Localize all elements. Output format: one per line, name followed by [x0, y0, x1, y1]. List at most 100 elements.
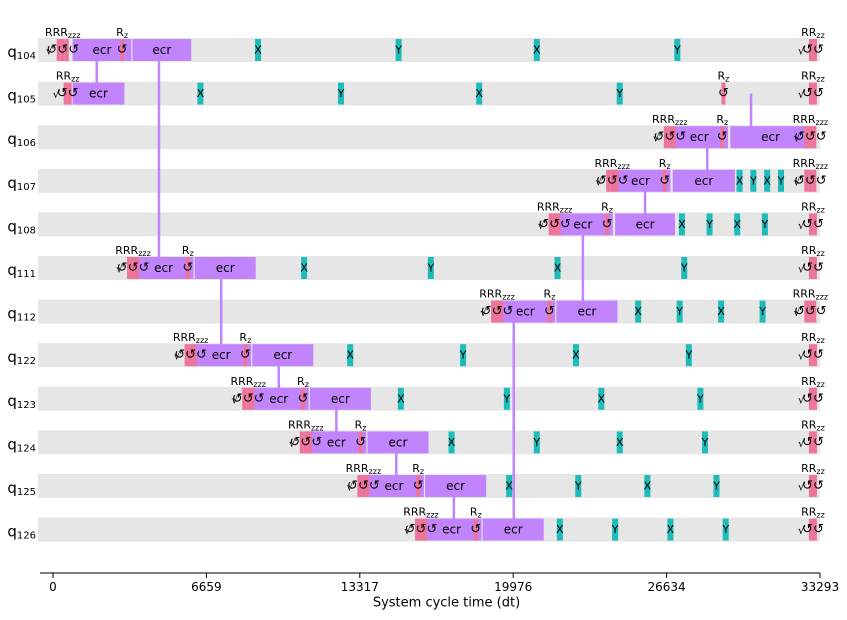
single-gate-label: X [736, 174, 744, 187]
rz-symbol: ↺↺↺ [653, 130, 686, 145]
ecr-label: ecr [89, 87, 108, 101]
qubit-lane [38, 386, 820, 411]
single-gate-y [750, 169, 757, 192]
rz-symbol: ↺↺↺ [117, 261, 150, 276]
rz-symbol: ↺↺↺ [794, 304, 827, 319]
rz-symbol: ↺ [355, 435, 366, 450]
qubit-lane [38, 430, 820, 455]
single-gate-label: X [397, 392, 405, 405]
rz-label: Rz [470, 505, 482, 519]
single-gate-label: X [678, 218, 686, 231]
rz-label: RRzz [801, 26, 825, 40]
rz-label: RRzz [801, 418, 825, 432]
ecr-block [495, 300, 556, 323]
rz-symbol: ↺ [240, 348, 251, 363]
ecr-block [309, 387, 371, 410]
sx-marker: √ [480, 306, 488, 319]
gates-group: ecr ecr ecr ecr ecr ecr ecr ecr ecr ecr ecr ecr ecr e… [46, 39, 827, 541]
ecr-block [306, 431, 367, 454]
rz-pulse [804, 169, 809, 192]
sx-marker: √ [793, 175, 801, 188]
rz-pulse [812, 387, 817, 410]
qubit-label: q125 [7, 479, 36, 498]
rz-pulse [808, 126, 813, 149]
single-gate-y [395, 39, 402, 61]
rz-label: Rz [116, 26, 128, 40]
ecr-label: ecr [631, 174, 650, 188]
ecr-block [248, 387, 309, 410]
rz-symbol: ↺↺↺ [232, 391, 265, 406]
single-gate-label: X [197, 87, 205, 100]
single-gate-y [460, 344, 467, 367]
ecr-block [421, 518, 482, 541]
single-gate-x [506, 475, 513, 497]
sx-marker: √ [346, 481, 354, 494]
single-gate-x [347, 344, 354, 367]
single-gate-x [667, 518, 674, 541]
single-gate-label: X [475, 87, 483, 100]
rz-symbol: ↺↺↺ [538, 217, 571, 232]
rz-label: RRzz [801, 374, 825, 388]
qubit-label: q108 [7, 217, 36, 236]
rz-label: RRRzzz [115, 244, 151, 258]
rz-label: Rz [297, 374, 309, 388]
x-axis-title: System cycle time (dt) [373, 596, 520, 611]
single-gate-label: X [717, 305, 725, 318]
rz-pulse [63, 82, 68, 105]
rz-symbol: ↺ [659, 173, 670, 188]
rz-label: RRRzzz [45, 26, 81, 40]
ecr-block [730, 126, 811, 149]
qubit-label: q126 [7, 523, 36, 542]
single-gate-y [706, 213, 713, 236]
rz-symbol: ↺↺ [802, 86, 824, 101]
rz-label: RRRzzz [652, 113, 688, 127]
rz-pulse [808, 344, 813, 367]
rz-pulse [120, 39, 125, 61]
rz-pulse [812, 39, 817, 61]
single-gate-y [676, 300, 683, 323]
rz-pulse [605, 213, 610, 236]
ecr-label: ecr [694, 174, 713, 188]
rz-pulse [808, 39, 813, 61]
single-gate-label: Y [337, 87, 345, 100]
single-gate-label: Y [426, 262, 434, 275]
rz-pulse [552, 213, 557, 236]
rz-pulse [495, 300, 500, 323]
ecr-label: ecr [92, 43, 111, 57]
rz-pulse [812, 257, 817, 279]
ecr-block [552, 213, 613, 236]
rz-pulse [422, 518, 427, 541]
rz-symbol: ↺↺ [802, 435, 824, 450]
sx-marker: √ [793, 306, 801, 319]
single-gate-label: Y [611, 523, 619, 536]
single-gate-x [718, 300, 725, 323]
single-gate-x [197, 82, 204, 105]
ecr-label: ecr [154, 261, 173, 275]
rz-pulse [812, 213, 817, 236]
sx-marker: √ [653, 132, 661, 145]
rz-pulse [812, 431, 817, 454]
rz-symbol: ↺ [602, 217, 613, 232]
qubit-label: q104 [7, 43, 36, 62]
rz-pulse [812, 475, 817, 497]
rz-label: RRRzzz [793, 156, 829, 170]
rz-symbol: ↺↺↺ [289, 435, 322, 450]
rz-pulse [418, 518, 423, 541]
rz-pulse [127, 257, 132, 279]
rz-pulse [662, 169, 667, 192]
rz-pulse [812, 518, 817, 541]
rz-pulse [812, 82, 817, 105]
rz-symbol: ↺↺↺ [596, 173, 629, 188]
ecr-block [133, 257, 194, 279]
single-gate-x [533, 39, 540, 61]
single-gate-y [777, 169, 784, 192]
rz-symbol: ↺↺ [57, 86, 79, 101]
single-gate-x [255, 39, 262, 61]
ecr-label: ecr [504, 523, 523, 537]
rz-pulse [414, 518, 419, 541]
single-gate-x [736, 169, 743, 192]
rz-symbol: ↺ [470, 522, 481, 537]
sx-marker: √ [289, 437, 297, 450]
